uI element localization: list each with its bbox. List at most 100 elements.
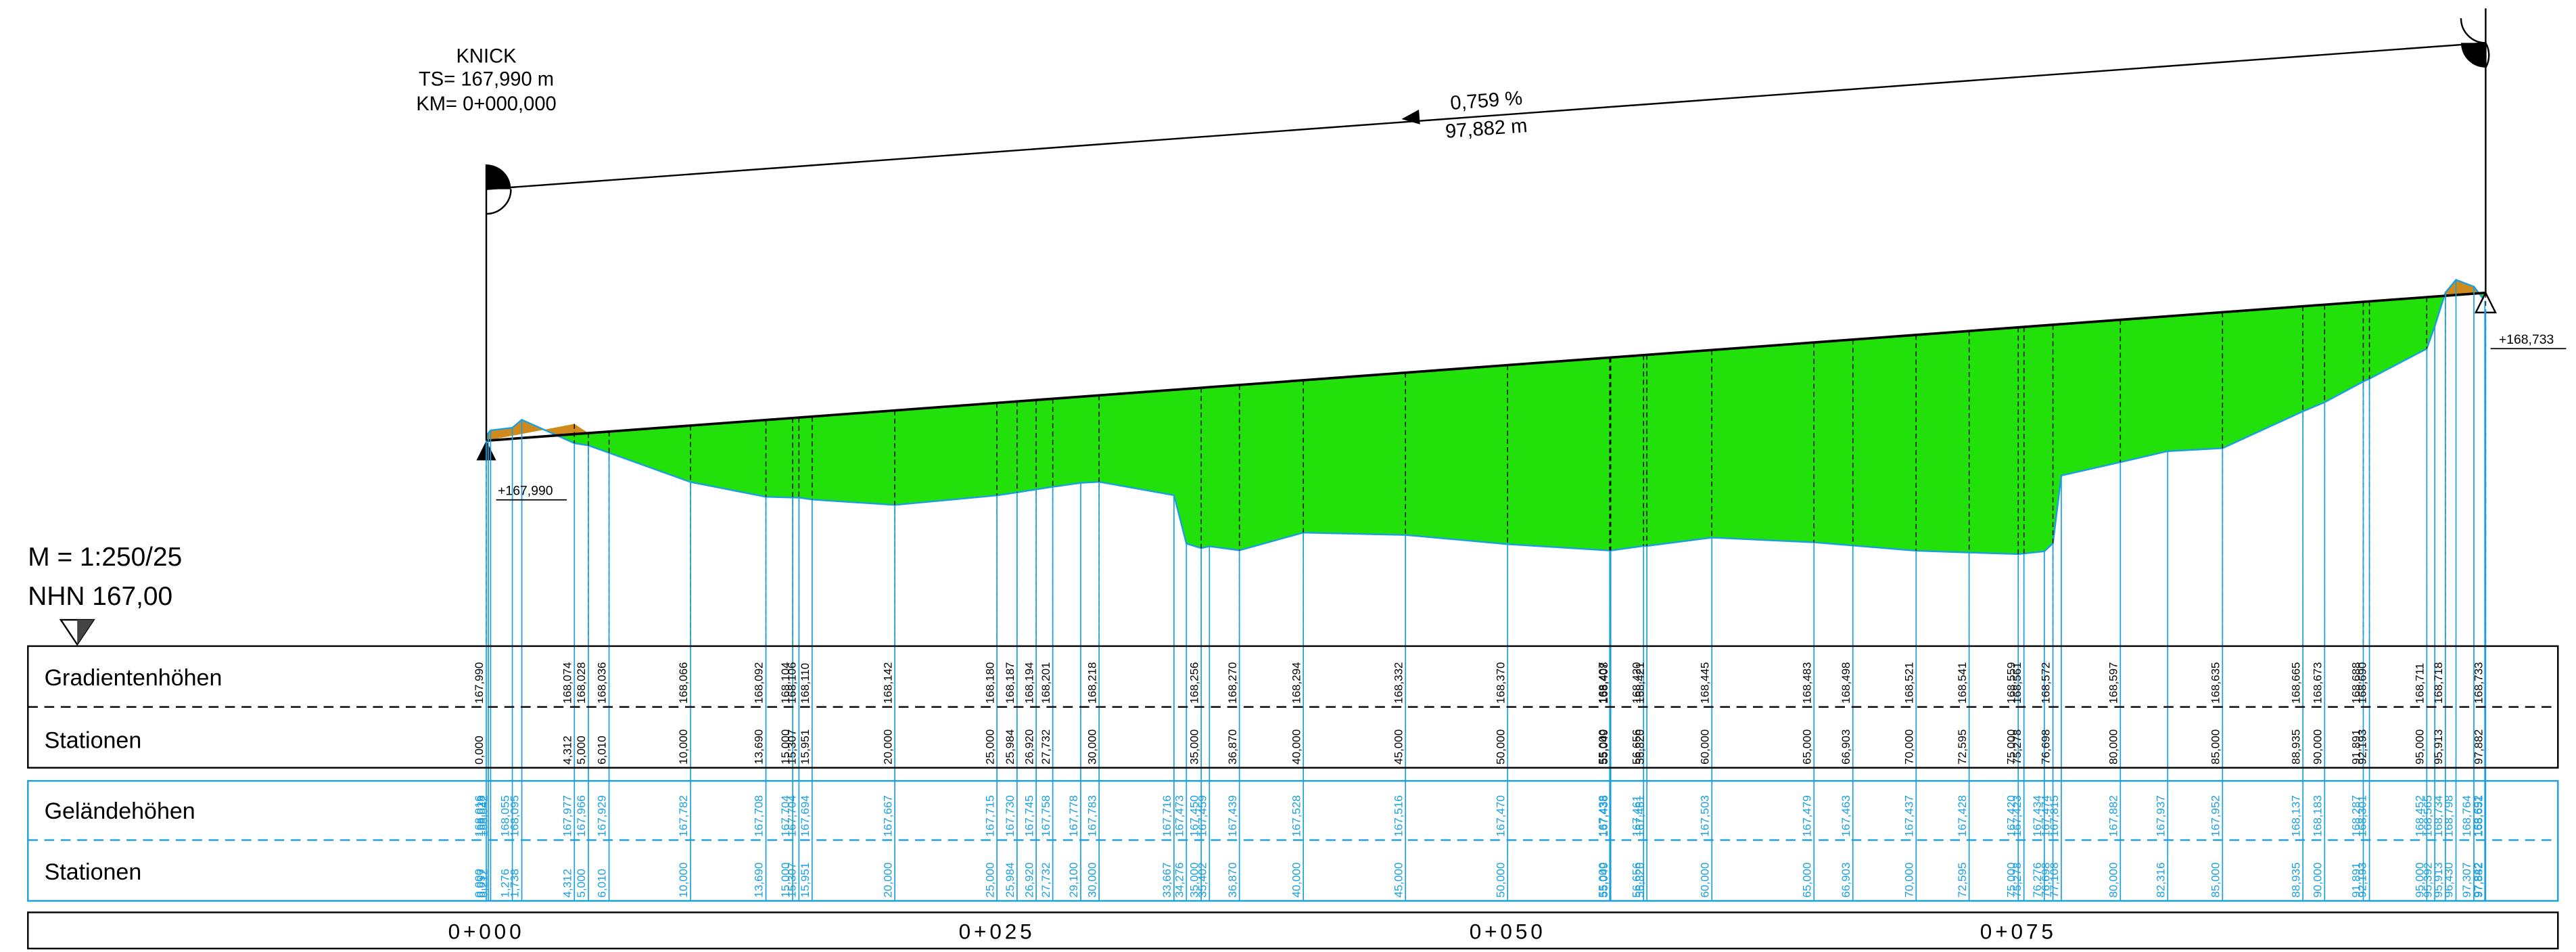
ground-station-label: 15,307 [786, 863, 799, 898]
ground-height-label: 167,715 [983, 795, 996, 836]
grade-line [486, 291, 2486, 443]
elevation-label: +167,990 [498, 483, 553, 498]
grade-station-label: 88,935 [2289, 729, 2302, 765]
grade-height-label: 168,407 [1596, 662, 1609, 703]
grade-station-label: 50,000 [1494, 729, 1507, 765]
grade-height-label: 168,420 [1630, 662, 1643, 703]
ground-height-label: 168,055 [499, 795, 512, 836]
ground-station-label: 75,000 [2005, 863, 2017, 898]
ground-station-label: 5,000 [575, 869, 588, 898]
ground-height-label: 167,708 [753, 795, 766, 836]
band-title: Stationen [45, 728, 142, 754]
slope-length: 97,882 m [1445, 115, 1528, 143]
ground-station-label: 40,000 [1290, 863, 1303, 898]
ground-station-label: 85,000 [2209, 863, 2222, 898]
ground-height-label: 167,479 [1800, 795, 1813, 836]
grade-station-label: 25,000 [983, 729, 996, 765]
grade-height-label: 168,028 [575, 662, 588, 703]
ground-station-label: 76,698 [2040, 863, 2053, 898]
ground-station-label: 92,193 [2356, 863, 2369, 898]
lines [486, 279, 2487, 901]
ground-height-label: 167,459 [1196, 795, 1209, 836]
ground-height-label: 168,764 [2460, 795, 2473, 836]
ground-station-label: 82,316 [2154, 863, 2167, 898]
ground-station-label: 88,935 [2289, 863, 2302, 898]
grade-height-label: 168,559 [2005, 662, 2017, 703]
grade-height-label: 168,665 [2289, 662, 2302, 703]
ground-station-label: 95,000 [2413, 863, 2426, 898]
ground-height-label: 168,301 [2356, 795, 2369, 836]
grade-station-label: 55,000 [1596, 729, 1609, 765]
grade-height-label: 168,294 [1290, 662, 1303, 703]
grade-station-label: 30,000 [1085, 729, 1098, 765]
ground-height-label: 168,095 [509, 795, 521, 836]
ground-station-label: 15,951 [799, 863, 812, 898]
ground-station-label: 35,402 [1196, 863, 1209, 898]
ground-station-label: 35,000 [1188, 863, 1200, 898]
ground-height-label: 168,798 [2443, 795, 2456, 836]
grade-height-label: 168,521 [1902, 662, 1915, 703]
ground-station-label: 60,000 [1698, 863, 1711, 898]
ground-height-label: 167,704 [786, 795, 799, 836]
ground-height-label: 168,565 [2421, 795, 2434, 836]
ground-height-label: 168,692 [2471, 795, 2484, 836]
datum-label: NHN 167,00 [28, 582, 172, 611]
ground-station-label: 45,000 [1392, 863, 1405, 898]
band-title: Gradientenhöhen [45, 665, 223, 691]
grade-height-label: 168,110 [799, 663, 812, 704]
ground-height-label: 168,042 [477, 795, 490, 836]
grade-height-label: 168,218 [1085, 662, 1098, 703]
ground-height-label: 167,437 [1902, 795, 1915, 836]
grade-height-label: 168,106 [786, 662, 799, 703]
grade-height-label: 168,194 [1023, 662, 1035, 703]
ground-height-label: 167,745 [1023, 795, 1035, 836]
ground-station-label: 65,000 [1800, 863, 1813, 898]
grade-height-label: 168,483 [1800, 662, 1813, 703]
labels: 167,990 0,000 168,074 4,312 168,028 5,000 168,… [448, 662, 2485, 943]
ground-station-label: 96,430 [2443, 863, 2456, 898]
grade-height-label: 168,270 [1226, 662, 1239, 703]
grade-station-label: 20,000 [881, 729, 894, 765]
grade-height-label: 168,092 [753, 662, 766, 703]
knick-symbol [486, 164, 511, 189]
grade-station-label: 85,000 [2209, 729, 2222, 765]
grade-station-label: 80,000 [2107, 729, 2120, 765]
ground-height-label: 167,694 [799, 795, 812, 836]
ground-station-label: 1,738 [509, 869, 521, 898]
grade-station-label: 10,000 [677, 729, 690, 765]
ground-station-label: 66,903 [1840, 863, 1852, 898]
km-label: 0+025 [959, 919, 1035, 943]
ground-height-label: 167,730 [1004, 795, 1016, 836]
ground-height-label: 167,461 [1633, 795, 1646, 836]
ground-height-label: 167,782 [677, 795, 690, 836]
grade-station-label: 35,000 [1188, 729, 1200, 765]
grade-height-label: 168,673 [2311, 662, 2324, 703]
grade-station-label: 15,000 [779, 729, 792, 765]
grade-height-label: 168,187 [1004, 662, 1016, 703]
ground-height-label: 167,778 [1067, 795, 1080, 836]
grade-height-label: 168,332 [1392, 662, 1405, 703]
grade-height-label: 168,104 [779, 662, 792, 703]
ground-height-label: 167,423 [2011, 795, 2023, 836]
ground-height-label: 167,528 [1290, 795, 1303, 836]
slope-percent: 0,759 % [1449, 87, 1523, 114]
slope-line [486, 42, 2486, 190]
ground-height-label: 167,428 [1956, 795, 1969, 836]
ground-height-label: 167,716 [1161, 795, 1173, 836]
ground-height-label: 167,420 [2005, 795, 2017, 836]
ground-station-label: 26,920 [1023, 863, 1035, 898]
km-label: 0+050 [1470, 919, 1546, 943]
km-label: 0+075 [1980, 919, 2057, 943]
band-title: Stationen [45, 859, 142, 885]
ground-height-label: 167,952 [2209, 795, 2222, 836]
ground-station-label: 91,891 [2350, 863, 2363, 898]
elevation-label: +168,733 [2499, 332, 2554, 347]
ground-height-label: 168,452 [2413, 795, 2426, 836]
grade-height-label: 168,711 [2413, 663, 2426, 704]
ground-height-label: 167,815 [2048, 795, 2061, 836]
grade-station-label: 15,951 [799, 729, 812, 765]
ground-height-label: 167,758 [1039, 795, 1052, 836]
grade-height-label: 168,635 [2209, 662, 2222, 703]
ground-height-label: 167,461 [1630, 795, 1643, 836]
slope-arrow [1401, 109, 1420, 124]
